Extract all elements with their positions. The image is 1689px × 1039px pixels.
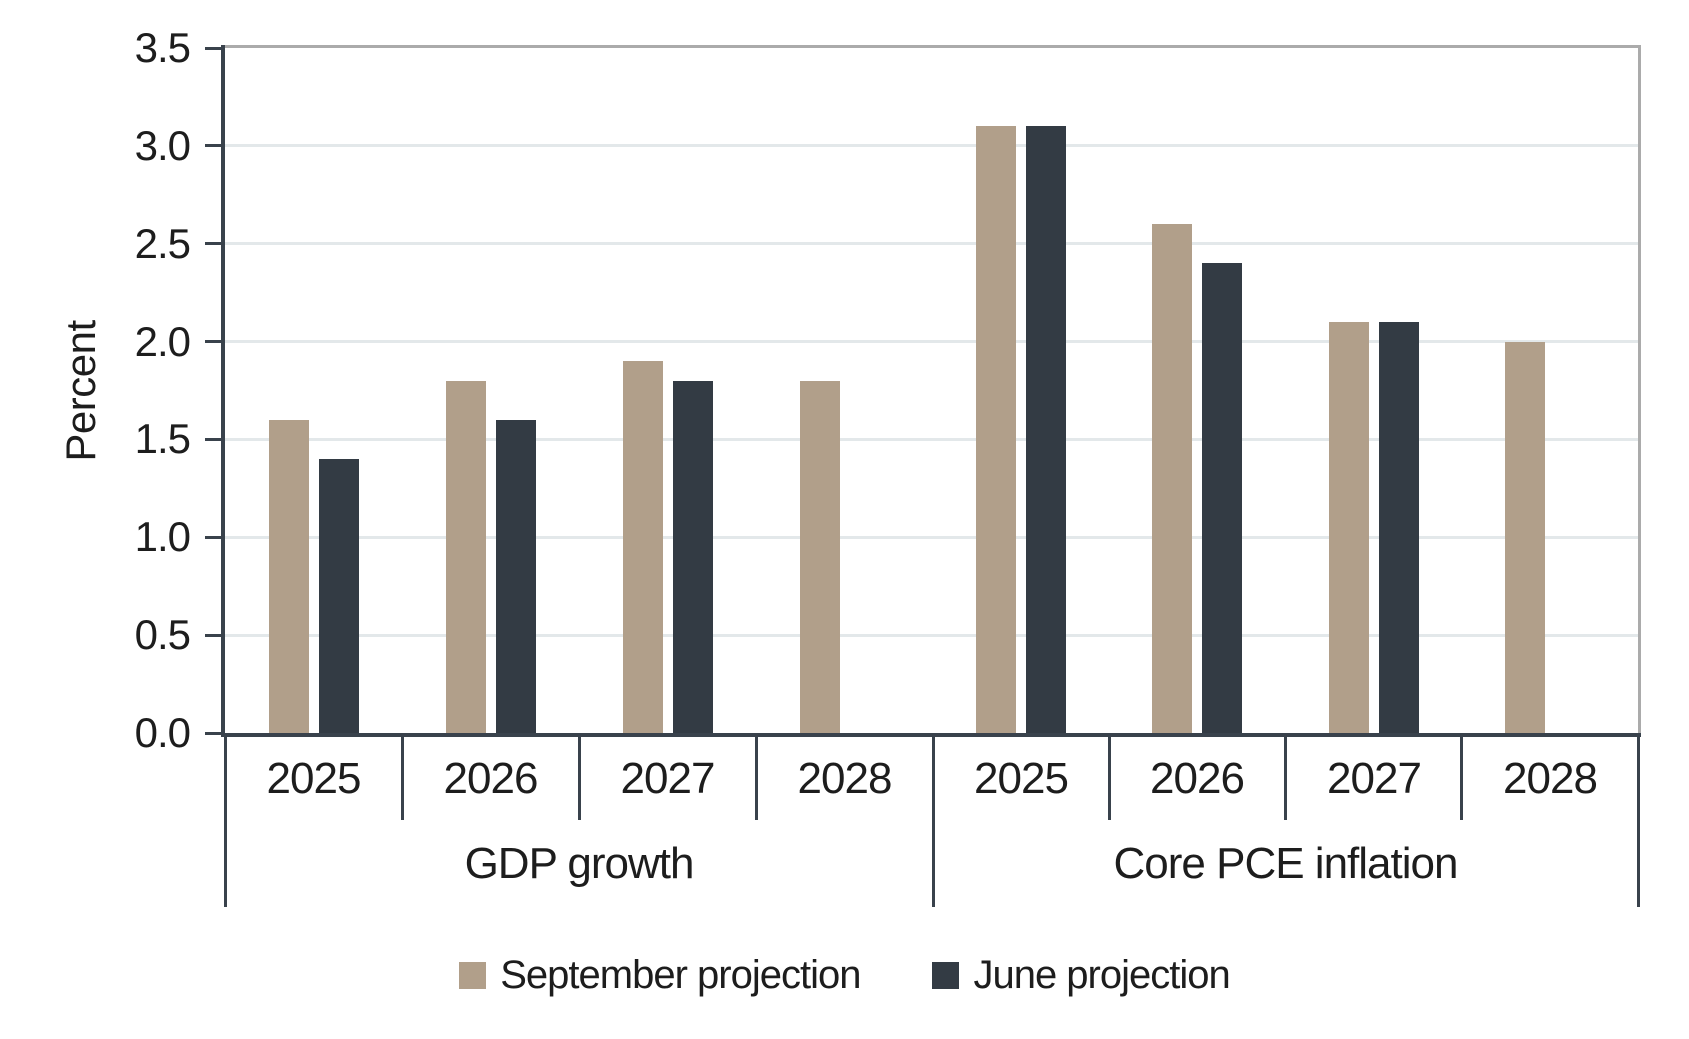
year-separator xyxy=(401,733,404,820)
year-separator xyxy=(755,733,758,820)
legend-swatch-june xyxy=(932,961,960,989)
y-tick-label: 3.0 xyxy=(134,122,191,169)
gridline xyxy=(225,634,1638,637)
bar-core-pce-inflation-2027-june xyxy=(1379,322,1419,733)
y-tick xyxy=(205,242,221,245)
bar-core-pce-inflation-2026-june xyxy=(1202,263,1242,733)
y-tick xyxy=(205,634,221,637)
y-tick xyxy=(205,438,221,441)
year-label-gdp-growth-2028: 2028 xyxy=(797,753,893,803)
year-label-core-pce-inflation-2028: 2028 xyxy=(1503,753,1598,803)
year-label-gdp-growth-2027: 2027 xyxy=(620,753,716,803)
gridline xyxy=(225,242,1638,245)
gridline xyxy=(225,340,1638,343)
plot-top-border xyxy=(221,45,1641,48)
year-label-gdp-growth-2025: 2025 xyxy=(266,753,362,803)
group-label-gdp-growth: GDP growth xyxy=(464,838,695,888)
bar-gdp-growth-2025-september xyxy=(269,420,309,733)
legend-label-june: June projection xyxy=(973,952,1230,997)
year-label-core-pce-inflation-2025: 2025 xyxy=(974,753,1069,803)
bar-gdp-growth-2028-september xyxy=(800,381,840,733)
y-tick-label: 2.0 xyxy=(134,318,191,365)
y-tick-label: 2.5 xyxy=(134,220,191,267)
gridline xyxy=(225,438,1638,441)
y-tick xyxy=(205,144,221,147)
bar-core-pce-inflation-2027-september xyxy=(1329,322,1369,733)
y-axis-line xyxy=(221,45,225,737)
bar-gdp-growth-2026-june xyxy=(496,420,536,733)
y-tick xyxy=(205,340,221,343)
year-separator xyxy=(1108,733,1111,820)
y-tick-label: 1.5 xyxy=(134,415,191,462)
bar-gdp-growth-2027-september xyxy=(623,361,663,733)
group-separator xyxy=(1637,733,1640,907)
year-separator xyxy=(1284,733,1287,820)
bar-gdp-growth-2026-september xyxy=(446,381,486,733)
group-label-core-pce-inflation: Core PCE inflation xyxy=(1113,838,1459,888)
year-label-gdp-growth-2026: 2026 xyxy=(443,753,539,803)
bar-gdp-growth-2027-june xyxy=(673,381,713,733)
y-tick-label: 0.5 xyxy=(134,611,191,658)
bar-core-pce-inflation-2025-september xyxy=(976,126,1016,733)
y-tick xyxy=(205,732,221,735)
legend-swatch-september xyxy=(459,961,487,989)
bar-gdp-growth-2025-june xyxy=(319,459,359,733)
y-tick-label: 1.0 xyxy=(134,513,191,560)
y-tick-label: 0.0 xyxy=(134,709,191,756)
gridline xyxy=(225,144,1638,147)
x-axis-baseline xyxy=(221,733,1641,737)
group-separator xyxy=(932,733,935,907)
year-separator xyxy=(1460,733,1463,820)
legend-item-september: September projection xyxy=(459,952,861,998)
bar-core-pce-inflation-2026-september xyxy=(1152,224,1192,733)
legend-item-june: June projection xyxy=(932,952,1231,998)
year-label-core-pce-inflation-2026: 2026 xyxy=(1150,753,1245,803)
y-tick xyxy=(205,47,221,50)
legend-label-september: September projection xyxy=(500,952,861,997)
y-tick-label: 3.5 xyxy=(134,24,191,71)
year-label-core-pce-inflation-2027: 2027 xyxy=(1327,753,1422,803)
group-separator xyxy=(224,733,227,907)
gridline xyxy=(225,536,1638,539)
bar-core-pce-inflation-2028-september xyxy=(1505,342,1545,733)
legend: September projection June projection xyxy=(0,948,1689,1002)
bar-core-pce-inflation-2025-june xyxy=(1026,126,1066,733)
plot-right-border xyxy=(1638,45,1641,733)
year-separator xyxy=(578,733,581,820)
y-tick xyxy=(205,536,221,539)
